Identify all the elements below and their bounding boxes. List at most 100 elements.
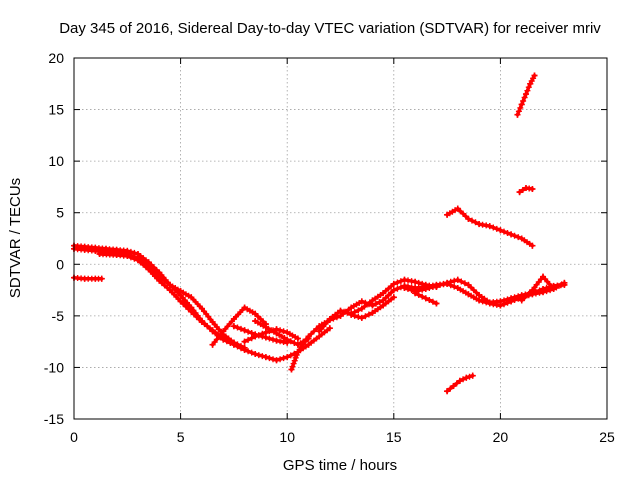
- y-tick-label: 0: [56, 256, 64, 272]
- data-point: [469, 372, 476, 379]
- data-point: [98, 275, 105, 282]
- x-tick-label: 20: [493, 429, 509, 445]
- data-point: [369, 297, 376, 304]
- data-point: [262, 324, 269, 331]
- data-point: [209, 319, 216, 326]
- data-point: [540, 273, 547, 280]
- data-point: [188, 308, 195, 315]
- y-axis-label: SDTVAR / TECUs: [7, 178, 24, 298]
- x-tick-label: 10: [279, 429, 295, 445]
- data-point: [230, 339, 237, 346]
- series-track-4: [209, 304, 269, 348]
- data-point: [518, 235, 525, 242]
- data-point: [380, 290, 387, 297]
- data-point: [358, 305, 365, 312]
- data-point: [358, 298, 365, 305]
- series-track-13: [444, 205, 536, 249]
- data-point: [220, 335, 227, 342]
- data-point: [294, 335, 301, 342]
- data-point: [463, 374, 470, 381]
- data-point: [358, 314, 365, 321]
- data-point: [550, 286, 557, 293]
- data-point: [124, 253, 131, 260]
- data-point: [412, 290, 419, 297]
- data-point: [444, 279, 451, 286]
- data-points: [71, 72, 568, 395]
- data-point: [198, 319, 205, 326]
- data-point: [241, 327, 248, 334]
- series-track-12: [412, 290, 440, 307]
- data-point: [497, 227, 504, 234]
- data-point: [380, 297, 387, 304]
- data-point: [113, 252, 120, 259]
- data-point: [444, 211, 451, 218]
- data-point: [561, 281, 568, 288]
- data-point: [241, 338, 248, 345]
- data-point: [454, 205, 461, 212]
- y-tick-label: 10: [48, 153, 64, 169]
- data-point: [369, 309, 376, 316]
- data-point: [92, 275, 99, 282]
- data-point: [522, 184, 529, 191]
- data-point: [316, 328, 323, 335]
- y-tick-label: -15: [44, 411, 64, 427]
- data-point: [529, 185, 536, 192]
- data-point: [241, 304, 248, 311]
- data-point: [252, 310, 259, 317]
- data-point: [305, 341, 312, 348]
- series-track-18: [518, 273, 557, 304]
- data-point: [540, 286, 547, 293]
- data-point: [348, 304, 355, 311]
- data-point: [273, 330, 280, 337]
- data-point: [230, 315, 237, 322]
- data-point: [241, 344, 248, 351]
- data-point: [454, 285, 461, 292]
- data-point: [92, 247, 99, 254]
- data-point: [450, 382, 457, 389]
- y-tick-label: 5: [56, 205, 64, 221]
- data-point: [518, 297, 525, 304]
- data-point: [454, 276, 461, 283]
- data-point: [294, 341, 301, 348]
- y-tick-label: 20: [48, 50, 64, 66]
- data-point: [390, 287, 397, 294]
- data-point: [444, 388, 451, 395]
- data-point: [476, 297, 483, 304]
- plot-border: [73, 57, 608, 420]
- data-point: [529, 242, 536, 249]
- x-tick-label: 25: [599, 429, 615, 445]
- data-point: [433, 282, 440, 289]
- data-point: [465, 281, 472, 288]
- chart-title: Day 345 of 2016, Sidereal Day-to-day VTE…: [59, 20, 601, 37]
- data-point: [422, 286, 429, 293]
- data-point: [209, 341, 216, 348]
- data-point: [433, 300, 440, 307]
- data-point: [348, 311, 355, 318]
- data-point: [252, 351, 259, 358]
- data-point: [134, 257, 141, 264]
- data-point: [422, 295, 429, 302]
- data-point: [326, 325, 333, 332]
- data-point: [508, 295, 515, 302]
- y-tick-label: -10: [44, 359, 64, 375]
- data-point: [337, 307, 344, 314]
- data-point: [81, 246, 88, 253]
- data-point: [527, 80, 534, 87]
- series-track-10: [348, 294, 397, 321]
- data-point: [145, 266, 152, 273]
- data-point: [497, 298, 504, 305]
- data-point: [508, 231, 515, 238]
- data-point: [252, 318, 259, 325]
- series-track-16: [444, 372, 476, 395]
- data-point: [531, 72, 538, 79]
- data-point: [390, 280, 397, 287]
- data-point: [486, 223, 493, 230]
- data-point: [476, 221, 483, 228]
- data-point: [465, 291, 472, 298]
- y-tick-label: -5: [52, 308, 65, 324]
- series-track-14: [514, 72, 538, 118]
- data-point: [337, 312, 344, 319]
- data-point: [465, 215, 472, 222]
